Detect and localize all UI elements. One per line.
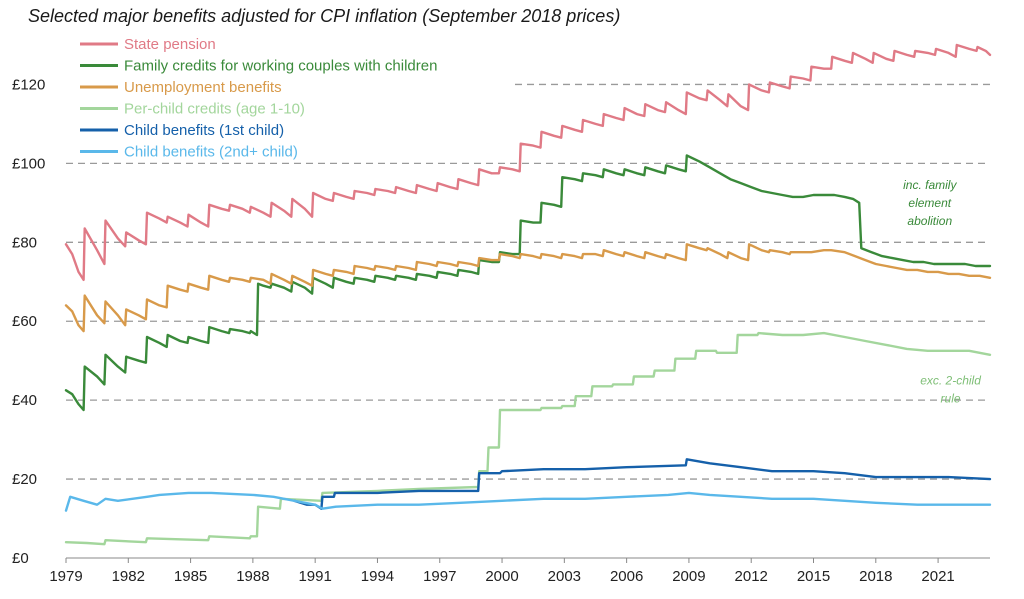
- x-tick-label: 2018: [859, 568, 892, 585]
- x-tick-label: 2003: [548, 568, 581, 585]
- y-tick-label: £120: [12, 76, 45, 93]
- x-tick-label: 2006: [610, 568, 643, 585]
- x-tick-label: 1979: [49, 568, 82, 585]
- y-tick-label: £60: [12, 313, 37, 330]
- x-tick-label: 1985: [174, 568, 207, 585]
- legend-label: Child benefits (2nd+ child): [124, 144, 298, 161]
- x-tick-label: 1997: [423, 568, 456, 585]
- gridlines: [66, 83, 990, 480]
- series-line-0: [64, 43, 992, 281]
- y-tick-label: £0: [12, 550, 29, 567]
- series-line-5: [64, 491, 992, 512]
- legend-label: Child benefits (1st child): [124, 122, 284, 139]
- series-line-4: [293, 458, 992, 510]
- y-tick-label: £20: [12, 471, 37, 488]
- legend-label: Family credits for working couples with …: [124, 58, 437, 75]
- x-tick-label: 1988: [236, 568, 269, 585]
- series-line-1: [64, 154, 992, 412]
- legend: State pension Family credits for working …: [80, 36, 437, 161]
- annotation: exc. 2-child rule: [920, 373, 981, 405]
- annotation-line: exc. 2-child: [920, 373, 981, 387]
- legend-label: Per-child credits (age 1-10): [124, 101, 305, 118]
- x-tick-label: 1991: [298, 568, 331, 585]
- chart-title: Selected major benefits adjusted for CPI…: [28, 6, 621, 26]
- y-tick-label: £80: [12, 234, 37, 251]
- x-tick-label: 1982: [112, 568, 145, 585]
- x-tick-label: 2000: [485, 568, 518, 585]
- x-tick-label: 2009: [672, 568, 705, 585]
- axes: £0 £20 £40 £60 £80 £100 £120 1979 1982 1985 1988 19…: [12, 76, 990, 585]
- x-tick-label: 1994: [361, 568, 394, 585]
- series-line-2: [64, 243, 992, 333]
- x-tick-label: 2012: [735, 568, 768, 585]
- x-tick-label: 2015: [797, 568, 830, 585]
- annotations: inc. family element abolition exc. 2-child r…: [903, 178, 981, 405]
- legend-label: State pension: [124, 36, 216, 53]
- x-tick-label: 2021: [921, 568, 954, 585]
- series-lines: [64, 43, 992, 546]
- y-tick-label: £100: [12, 155, 45, 172]
- annotation-line: rule: [941, 391, 961, 405]
- series-line-3: [64, 331, 992, 546]
- annotation-line: inc. family: [903, 178, 957, 192]
- legend-label: Unemployment benefits: [124, 79, 282, 96]
- annotation-line: abolition: [907, 214, 952, 228]
- annotation-line: element: [908, 196, 951, 210]
- y-tick-label: £40: [12, 392, 37, 409]
- annotation: inc. family element abolition: [903, 178, 957, 228]
